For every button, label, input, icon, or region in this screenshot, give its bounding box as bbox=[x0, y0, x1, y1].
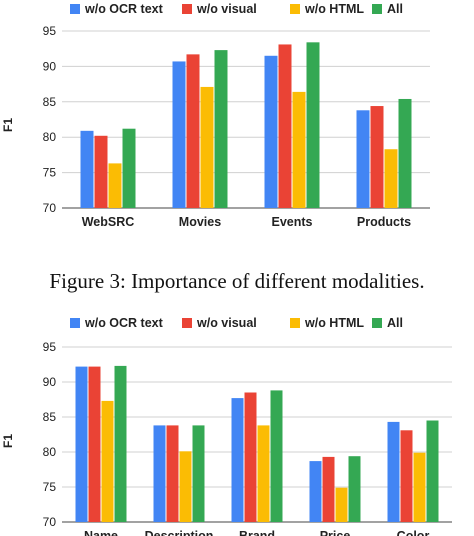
y-tick-label: 95 bbox=[43, 24, 57, 38]
y-tick-label: 75 bbox=[43, 480, 57, 494]
legend-label: w/o OCR text bbox=[84, 2, 164, 16]
bar bbox=[257, 425, 270, 522]
category-label: Events bbox=[272, 215, 313, 229]
bar bbox=[101, 400, 114, 522]
bar bbox=[398, 98, 412, 208]
y-tick-label: 70 bbox=[43, 515, 57, 529]
category-label: Color bbox=[397, 529, 430, 536]
legend-label: All bbox=[387, 2, 403, 16]
legend-label: All bbox=[387, 316, 403, 330]
y-axis-label: F1 bbox=[1, 434, 15, 448]
bar bbox=[400, 430, 413, 522]
bar bbox=[108, 163, 122, 208]
category-label: Description bbox=[145, 529, 214, 536]
bar bbox=[166, 425, 179, 522]
legend-swatch bbox=[290, 4, 300, 14]
bar bbox=[335, 487, 348, 522]
category-label: Movies bbox=[179, 215, 221, 229]
chart-1: 70 75 80 85 90 95 F1 w/o OCR text w/o visual w/o … bbox=[1, 2, 430, 229]
legend-swatch bbox=[182, 318, 192, 328]
bar bbox=[153, 425, 166, 522]
legend-label: w/o visual bbox=[196, 2, 257, 16]
bar bbox=[244, 392, 257, 522]
y-tick-label: 90 bbox=[43, 59, 57, 73]
figure-caption: Figure 3: Importance of different modali… bbox=[49, 269, 424, 293]
bar bbox=[264, 55, 278, 208]
y-tick-label: 75 bbox=[43, 166, 57, 180]
bar bbox=[270, 390, 283, 522]
legend-label: w/o visual bbox=[196, 316, 257, 330]
bar bbox=[370, 106, 384, 208]
category-label: Price bbox=[320, 529, 351, 536]
bar bbox=[387, 421, 400, 522]
bar bbox=[278, 44, 292, 209]
legend-swatch bbox=[182, 4, 192, 14]
bar bbox=[384, 149, 398, 208]
category-label: WebSRC bbox=[82, 215, 135, 229]
bar bbox=[186, 54, 200, 208]
y-axis-label: F1 bbox=[1, 118, 15, 132]
category-label: Name bbox=[84, 529, 118, 536]
bar bbox=[75, 366, 88, 522]
bar bbox=[292, 91, 306, 208]
legend-swatch bbox=[70, 318, 80, 328]
y-tick-label: 85 bbox=[43, 410, 57, 424]
bar bbox=[192, 425, 205, 522]
legend-label: w/o OCR text bbox=[84, 316, 164, 330]
bar bbox=[200, 86, 214, 208]
bar bbox=[309, 461, 322, 522]
bar bbox=[322, 456, 335, 522]
y-tick-label: 85 bbox=[43, 95, 57, 109]
legend-swatch bbox=[372, 318, 382, 328]
bar bbox=[214, 50, 228, 209]
bar bbox=[348, 456, 361, 522]
y-tick-label: 95 bbox=[43, 340, 57, 354]
legend-label: w/o HTML bbox=[304, 316, 364, 330]
y-tick-label: 80 bbox=[43, 130, 57, 144]
bar bbox=[306, 42, 320, 208]
bar bbox=[231, 398, 244, 522]
bar bbox=[172, 61, 186, 208]
bar bbox=[122, 128, 136, 208]
chart-2: 70 75 80 85 90 95 F1 w/o OCR text w/o visual w/o … bbox=[1, 316, 452, 536]
y-tick-label: 70 bbox=[43, 201, 57, 215]
legend-swatch bbox=[372, 4, 382, 14]
bar bbox=[413, 452, 426, 522]
legend-swatch bbox=[70, 4, 80, 14]
category-label: Brand bbox=[239, 529, 275, 536]
bar bbox=[88, 366, 101, 522]
legend-label: w/o HTML bbox=[304, 2, 364, 16]
bar bbox=[80, 130, 94, 208]
bar bbox=[94, 135, 108, 208]
y-tick-label: 90 bbox=[43, 375, 57, 389]
legend-swatch bbox=[290, 318, 300, 328]
bar bbox=[114, 365, 127, 522]
bar bbox=[356, 110, 370, 208]
category-label: Products bbox=[357, 215, 411, 229]
bar bbox=[179, 451, 192, 522]
bar bbox=[426, 420, 439, 522]
y-tick-label: 80 bbox=[43, 445, 57, 459]
